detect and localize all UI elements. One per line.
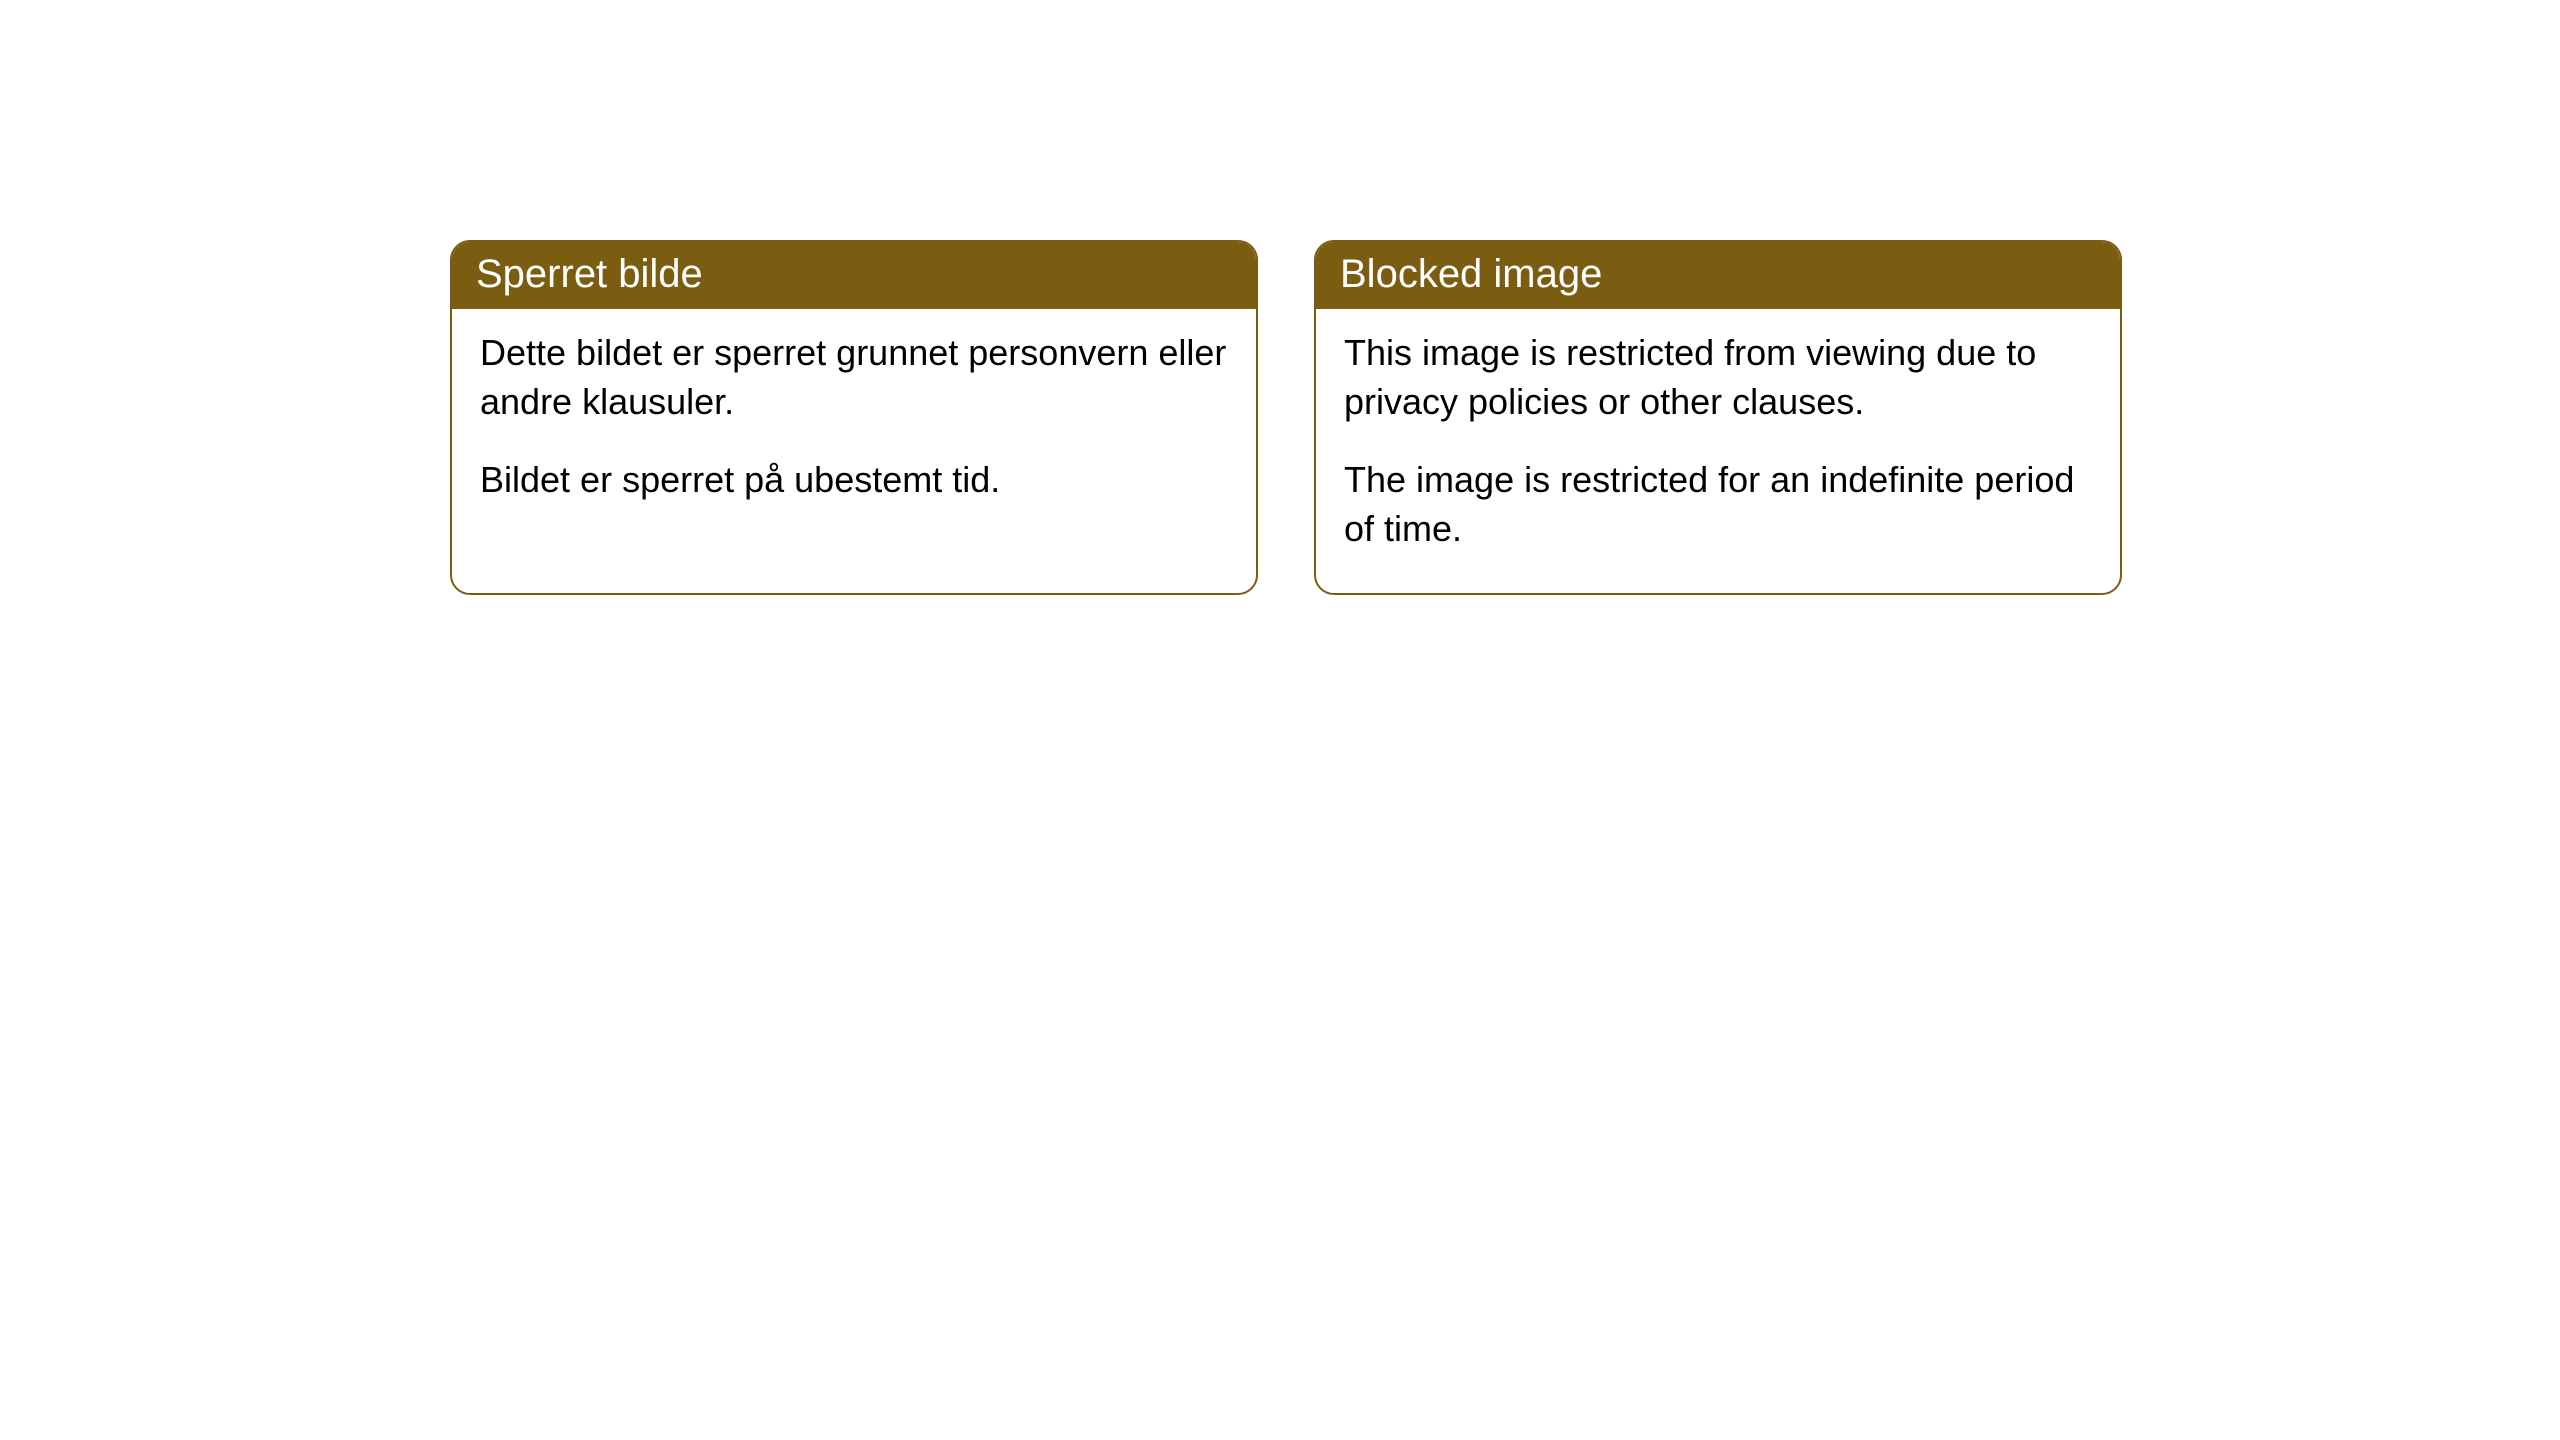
- card-title-no: Sperret bilde: [476, 252, 703, 296]
- card-header-no: Sperret bilde: [452, 242, 1256, 309]
- card-text-en-2: The image is restricted for an indefinit…: [1344, 456, 2092, 553]
- card-text-en-1: This image is restricted from viewing du…: [1344, 329, 2092, 426]
- card-text-no-1: Dette bildet er sperret grunnet personve…: [480, 329, 1228, 426]
- card-header-en: Blocked image: [1316, 242, 2120, 309]
- blocked-image-card-en: Blocked image This image is restricted f…: [1314, 240, 2122, 595]
- card-body-no: Dette bildet er sperret grunnet personve…: [452, 309, 1256, 545]
- card-body-en: This image is restricted from viewing du…: [1316, 309, 2120, 593]
- cards-container: Sperret bilde Dette bildet er sperret gr…: [450, 240, 2122, 595]
- card-title-en: Blocked image: [1340, 252, 1602, 296]
- card-text-no-2: Bildet er sperret på ubestemt tid.: [480, 456, 1228, 505]
- blocked-image-card-no: Sperret bilde Dette bildet er sperret gr…: [450, 240, 1258, 595]
